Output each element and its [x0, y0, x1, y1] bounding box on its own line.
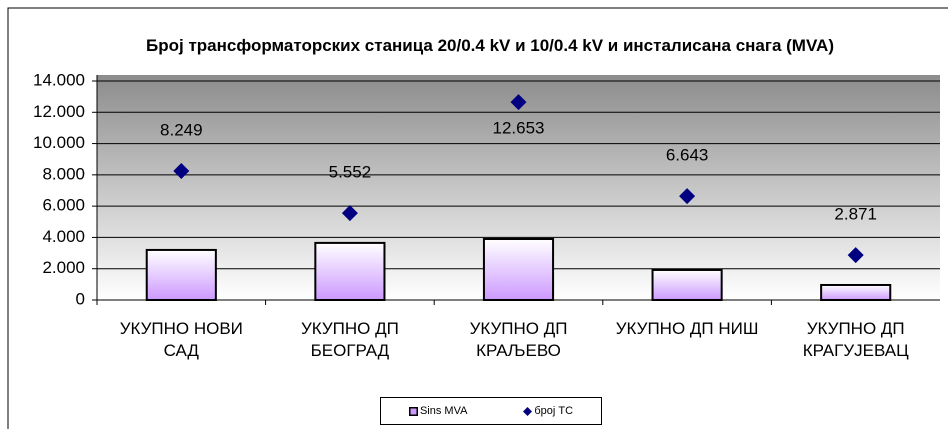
- chart-border: [7, 7, 948, 429]
- y-tick-label: 14.000: [33, 70, 85, 89]
- data-label: 2.871: [834, 205, 877, 224]
- bar: [820, 283, 892, 301]
- marker: [847, 247, 864, 264]
- bar: [314, 241, 386, 301]
- y-tick-label: 12.000: [33, 102, 85, 121]
- y-tick-label: 8.000: [42, 164, 85, 183]
- legend-item: број ТС: [523, 405, 573, 417]
- legend-swatch: [523, 406, 533, 416]
- chart-title: Број трансформаторских станица 20/0.4 kV…: [146, 36, 834, 55]
- bar: [651, 268, 723, 302]
- x-tick-label: УКУПНО ДП КРАГУЈЕВАЦ: [802, 319, 909, 360]
- x-tick-label: УКУПНО ДП КРАЉЕВО: [469, 319, 568, 360]
- legend: Sins MVA број ТС: [380, 397, 602, 425]
- legend-label: број ТС: [534, 405, 574, 417]
- data-label: 6.643: [666, 146, 709, 165]
- data-label: 5.552: [329, 163, 372, 182]
- x-tick-label: УКУПНО НОВИ САД: [119, 319, 243, 360]
- marker: [679, 188, 696, 205]
- legend-swatch: [408, 406, 418, 416]
- x-tick-label: УКУПНО ДП БЕОГРАД: [300, 319, 399, 360]
- bar: [482, 237, 555, 301]
- data-label: 12.653: [493, 119, 545, 138]
- marker: [173, 162, 190, 179]
- y-tick-label: 4.000: [42, 227, 85, 246]
- legend-label: Sins MVA: [419, 405, 468, 417]
- marker: [341, 205, 358, 222]
- y-tick-label: 0: [76, 289, 85, 308]
- legend-item: Sins MVA: [408, 405, 468, 417]
- y-tick-label: 10.000: [33, 133, 85, 152]
- data-label: 8.249: [160, 120, 203, 139]
- y-tick-label: 6.000: [42, 196, 85, 215]
- x-tick-label: УКУПНО ДП НИШ: [615, 319, 759, 338]
- bar: [145, 248, 217, 301]
- y-tick-label: 2.000: [42, 258, 85, 277]
- marker: [510, 94, 527, 111]
